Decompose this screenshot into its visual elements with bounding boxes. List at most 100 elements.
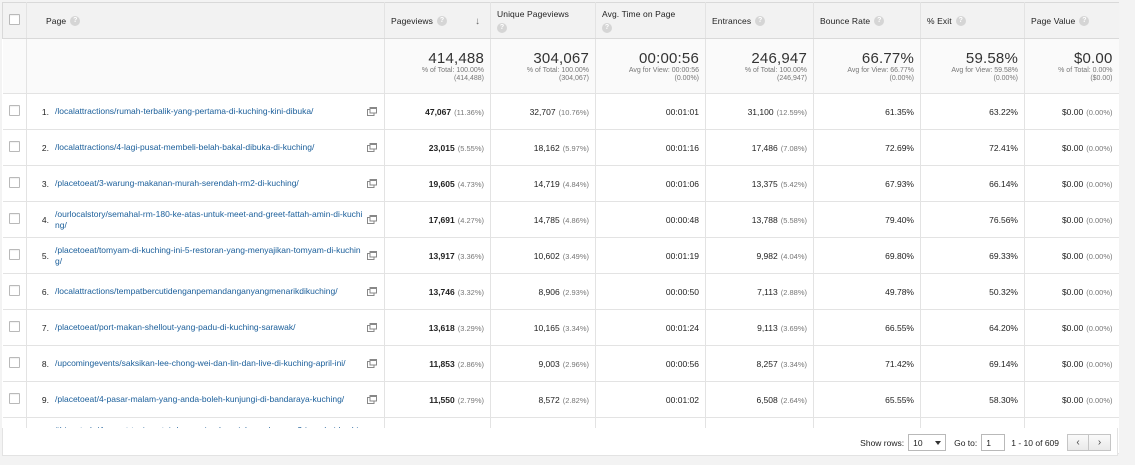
exit-cell: 58.30% (920, 381, 1025, 418)
row-select-cell (2, 93, 27, 130)
help-icon[interactable]: ? (874, 15, 885, 26)
avg-time-value: 00:00:56 (665, 358, 699, 369)
total-subtext: (0.00%) (674, 74, 699, 82)
entrances-cell: 17,486 (7.08%) (705, 129, 814, 166)
bounce-rate-cell: 72.69% (813, 129, 921, 166)
pagination: Show rows: 10 Go to: 1 1 - 10 of 609 ‹ › (860, 434, 1111, 451)
pageviews-cell: 17,691 (4.27%) (384, 201, 491, 238)
exit-cell: 63.22% (920, 93, 1025, 130)
row-checkbox[interactable] (8, 357, 20, 368)
row-select-cell (2, 129, 27, 166)
column-header-avg-time-on-page[interactable]: Avg. Time on Page ? (595, 2, 706, 39)
exit-value: 69.33% (989, 250, 1018, 261)
column-header-unique-pageviews[interactable]: Unique Pageviews ? (490, 2, 596, 39)
page-value-value: $0.00 (1061, 214, 1084, 225)
row-checkbox[interactable] (8, 213, 20, 224)
open-in-new-window-icon[interactable] (367, 214, 377, 224)
open-in-new-window-icon[interactable] (367, 394, 377, 404)
table-row: 9. /placetoeat/4-pasar-malam-yang-anda-b… (2, 381, 1119, 418)
help-icon[interactable]: ? (497, 23, 507, 33)
column-label-pageviews: Pageviews (391, 15, 434, 26)
show-rows-value: 10 (913, 437, 923, 448)
page-path-link[interactable]: /placetoeat/port-makan-shellout-yang-pad… (55, 322, 296, 332)
column-label-unique-pageviews: Unique Pageviews (497, 9, 570, 19)
avg-time-cell: 00:00:50 (595, 273, 706, 310)
entrances-percent: (7.08%) (780, 143, 807, 153)
column-header-page-value[interactable]: Page Value? (1024, 2, 1119, 39)
entrances-percent: (3.34%) (780, 359, 807, 369)
show-rows-label: Show rows: (860, 437, 905, 448)
total-entrances: 246,947 % of Total: 100.00% (246,947) (705, 38, 814, 94)
page-value-cell: $0.00(0.00%) (1024, 309, 1119, 346)
unique-pageviews-percent: (4.84%) (562, 179, 589, 189)
open-in-new-window-icon[interactable] (367, 286, 377, 296)
unique-pageviews-percent: (4.86%) (562, 215, 589, 225)
column-header-entrances[interactable]: Entrances? (705, 2, 814, 39)
row-checkbox[interactable] (8, 141, 20, 152)
row-select-cell (2, 237, 27, 274)
pageviews-value: 17,691 (428, 214, 455, 225)
total-avg-time-on-page: 00:00:56 Avg for View: 00:00:56 (0.00%) (595, 38, 706, 94)
open-in-new-window-icon[interactable] (367, 142, 377, 152)
row-checkbox[interactable] (8, 177, 20, 188)
open-in-new-window-icon[interactable] (367, 178, 377, 188)
next-page-button[interactable]: › (1089, 434, 1111, 451)
bounce-rate-value: 79.40% (885, 214, 914, 225)
page-value-cell: $0.00(0.00%) (1024, 237, 1119, 274)
previous-page-button[interactable]: ‹ (1067, 434, 1089, 451)
open-in-new-window-icon[interactable] (367, 322, 377, 332)
avg-time-cell: 00:01:01 (595, 93, 706, 130)
help-icon[interactable]: ? (602, 23, 612, 33)
row-checkbox[interactable] (8, 393, 20, 404)
pageviews-value: 11,853 (429, 358, 455, 369)
page-path-link[interactable]: /localattractions/rumah-terbalik-yang-pe… (55, 106, 314, 116)
page-path-link[interactable]: /ourlocalstory/semahal-rm-180-ke-atas-un… (55, 208, 363, 230)
row-checkbox[interactable] (8, 105, 20, 116)
sort-descending-icon[interactable]: ↓ (475, 16, 480, 27)
column-header-exit[interactable]: % Exit? (920, 2, 1025, 39)
pageviews-percent: (3.32%) (457, 287, 484, 297)
page-path-link[interactable]: /localattractions/4-lagi-pusat-membeli-b… (55, 142, 315, 152)
row-checkbox[interactable] (8, 249, 20, 260)
open-in-new-window-icon[interactable] (367, 106, 377, 116)
avg-time-value: 00:00:48 (665, 214, 699, 225)
column-header-bounce-rate[interactable]: Bounce Rate? (813, 2, 921, 39)
page-path-link[interactable]: /upcomingevents/saksikan-lee-chong-wei-d… (55, 358, 346, 368)
row-checkbox[interactable] (8, 321, 20, 332)
exit-cell: 64.20% (920, 309, 1025, 346)
page-path-link[interactable]: /placetoeat/3-warung-makanan-murah-seren… (55, 178, 299, 188)
page-value-value: $0.00 (1061, 250, 1084, 261)
page-path-link[interactable]: /localattractions/tempatbercutidenganpem… (55, 286, 338, 296)
show-rows-select[interactable]: 10 (908, 434, 947, 451)
bounce-rate-value: 61.35% (885, 106, 914, 117)
help-icon[interactable]: ? (955, 15, 966, 26)
help-icon[interactable]: ? (437, 15, 448, 26)
pageviews-cell: 23,015 (5.55%) (384, 129, 491, 166)
row-index: 6. (41, 286, 49, 297)
unique-pageviews-cell: 14,719 (4.84%) (490, 165, 596, 202)
open-in-new-window-icon[interactable] (367, 250, 377, 260)
page-path-link[interactable]: /placetoeat/tomyam-di-kuching-ini-5-rest… (55, 244, 361, 266)
open-in-new-window-icon[interactable] (367, 358, 377, 368)
row-checkbox[interactable] (8, 285, 20, 296)
column-label-page: Page (46, 15, 67, 26)
goto-page-input[interactable]: 1 (981, 434, 1006, 451)
page-cell: 2. /localattractions/4-lagi-pusat-membel… (26, 129, 385, 166)
select-all-checkbox[interactable] (9, 14, 20, 25)
column-header-pageviews[interactable]: Pageviews? ↓ (384, 2, 491, 39)
column-header-page[interactable]: Page? (26, 2, 385, 39)
unique-pageviews-value: 9,003 (538, 358, 560, 369)
pageviews-value: 47,067 (425, 106, 452, 117)
pageviews-cell: 47,067 (11.36%) (384, 93, 491, 130)
page-value-percent: (0.00%) (1086, 143, 1113, 153)
page-value-value: $0.00 (1061, 286, 1084, 297)
table-row: 5. /placetoeat/tomyam-di-kuching-ini-5-r… (2, 237, 1119, 274)
page-path-link[interactable]: /placetoeat/4-pasar-malam-yang-anda-bole… (55, 394, 345, 404)
help-icon[interactable]: ? (70, 15, 81, 26)
caret-down-icon (935, 440, 942, 445)
goto-label: Go to: (954, 437, 978, 448)
help-icon[interactable]: ? (1079, 15, 1090, 26)
help-icon[interactable]: ? (755, 15, 766, 26)
table-row: 3. /placetoeat/3-warung-makanan-murah-se… (2, 165, 1119, 202)
